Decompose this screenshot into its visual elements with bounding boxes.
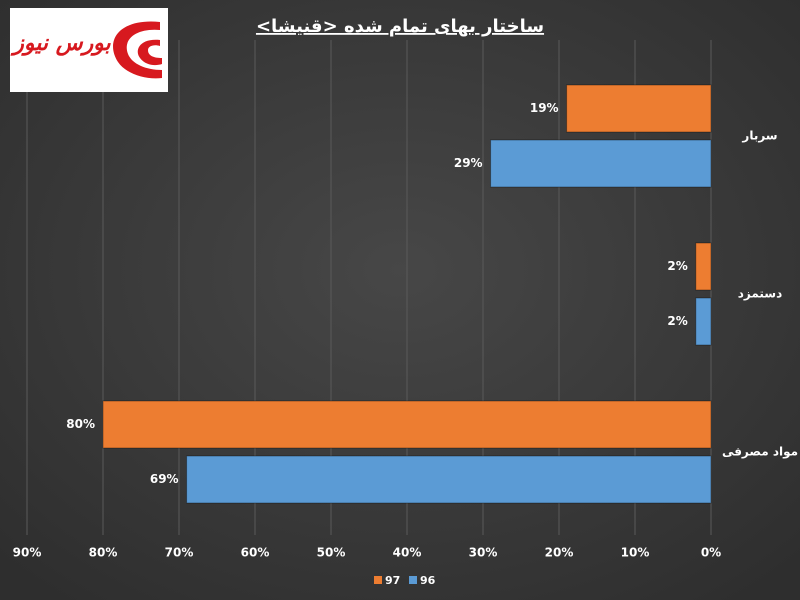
bar — [186, 455, 712, 504]
bar — [102, 400, 712, 449]
x-tick-label: 60% — [241, 546, 270, 560]
legend-swatch — [409, 576, 417, 584]
x-tick-label: 20% — [545, 546, 574, 560]
logo: بورس نیوز — [10, 8, 168, 92]
x-tick-label: 40% — [393, 546, 422, 560]
legend-label: 97 — [385, 574, 400, 587]
x-tick-label: 10% — [621, 546, 650, 560]
y-tick-label: سربار — [741, 129, 777, 143]
logo-mark — [113, 21, 162, 79]
x-tick-label: 80% — [89, 546, 118, 560]
value-label: 19% — [530, 101, 559, 115]
x-tick-label: 50% — [317, 546, 346, 560]
bar — [490, 139, 712, 188]
value-label: 29% — [454, 156, 483, 170]
legend-label: 96 — [420, 574, 436, 587]
bar — [566, 84, 712, 133]
bar — [695, 242, 712, 291]
y-tick-label: دستمزد — [738, 287, 783, 301]
legend-swatch — [374, 576, 382, 584]
value-label: 69% — [150, 472, 179, 486]
x-tick-label: 0% — [701, 546, 721, 560]
logo-text: بورس نیوز — [10, 31, 111, 56]
y-tick-label: مواد مصرفی — [722, 445, 798, 460]
x-tick-label: 90% — [13, 546, 42, 560]
value-label: 2% — [667, 259, 687, 273]
x-tick-label: 30% — [469, 546, 498, 560]
chart-title: ساختار بهای تمام شده <قنیشا> — [256, 16, 544, 37]
bar — [695, 297, 712, 346]
value-label: 2% — [667, 314, 687, 328]
x-tick-label: 70% — [165, 546, 194, 560]
value-label: 80% — [66, 417, 95, 431]
logo-mark — [137, 39, 162, 66]
